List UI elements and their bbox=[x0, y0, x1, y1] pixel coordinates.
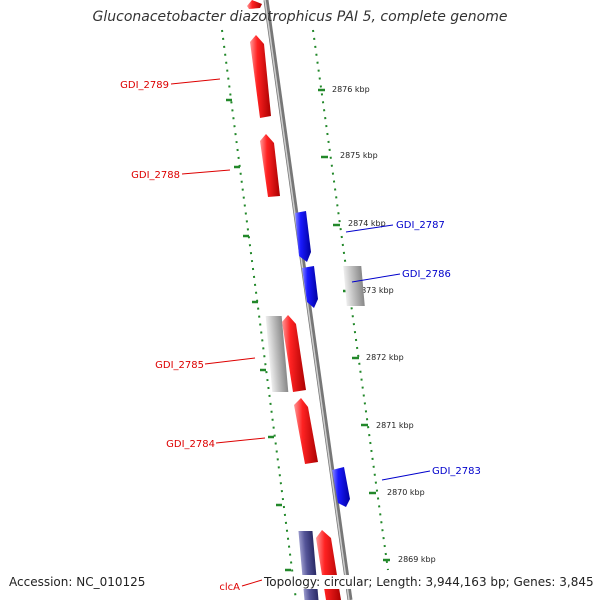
gene-label-gdi-2785[interactable]: GDI_2785 bbox=[155, 360, 204, 371]
tick-label: 2870 kbp bbox=[387, 488, 425, 497]
tick-label: 2876 kbp bbox=[332, 85, 370, 94]
callout-line-gdi-2785 bbox=[204, 357, 256, 365]
left-tick-ring bbox=[221, 29, 297, 600]
gene-label-gdi-2786[interactable]: GDI_2786 bbox=[402, 269, 451, 280]
tick-label: 2875 kbp bbox=[340, 151, 378, 160]
page-title: Gluconacetobacter diazotrophicus PAI 5, … bbox=[92, 9, 508, 25]
gene-arrow-gdi-2784[interactable] bbox=[294, 398, 318, 464]
gene-block-gray-upper[interactable] bbox=[343, 266, 365, 306]
callout-line-gdi-2783 bbox=[381, 470, 431, 481]
callout-line-gdi-2787 bbox=[345, 224, 394, 233]
gene-label-clca[interactable]: clcA bbox=[219, 582, 240, 593]
major-ticks bbox=[226, 88, 390, 572]
gene-arrow-top[interactable] bbox=[247, 0, 262, 9]
gene-arrow-gdi-2789[interactable] bbox=[250, 35, 271, 118]
accession-text: Accession: NC_010125 bbox=[9, 575, 146, 589]
gene-label-gdi-2784[interactable]: GDI_2784 bbox=[166, 439, 215, 450]
gene-label-gdi-2788[interactable]: GDI_2788 bbox=[131, 170, 180, 181]
callout-line-gdi-2786 bbox=[351, 273, 401, 283]
gene-arrow-gdi-2788[interactable] bbox=[260, 134, 280, 197]
tick-label: 2874 kbp bbox=[348, 219, 386, 228]
gene-label-gdi-2789[interactable]: GDI_2789 bbox=[120, 80, 169, 91]
topology-text: Topology: circular; Length: 3,944,163 bp… bbox=[262, 575, 596, 589]
callout-line-gdi-2789 bbox=[170, 78, 221, 85]
tick-label: 2872 kbp bbox=[366, 353, 404, 362]
callout-line-clca bbox=[241, 579, 263, 587]
tick-label: 2873 kbp bbox=[356, 286, 394, 295]
gene-arrow-gdi-2783[interactable] bbox=[332, 467, 350, 507]
tick-label: 2869 kbp bbox=[398, 555, 436, 564]
tick-label: 2871 kbp bbox=[376, 421, 414, 430]
gene-arrow-clca[interactable] bbox=[316, 530, 341, 600]
gene-arrow-gdi-2786[interactable] bbox=[302, 266, 318, 308]
gene-block-gray-mid[interactable] bbox=[265, 316, 289, 392]
gene-arrow-gdi-2785[interactable] bbox=[282, 315, 306, 392]
callout-line-gdi-2788 bbox=[181, 169, 231, 175]
callout-line-gdi-2784 bbox=[215, 437, 266, 444]
gene-label-gdi-2783[interactable]: GDI_2783 bbox=[432, 466, 481, 477]
gene-block-dark-blue[interactable] bbox=[298, 531, 319, 600]
gene-label-gdi-2787[interactable]: GDI_2787 bbox=[396, 220, 445, 231]
gene-arrow-gdi-2787[interactable] bbox=[295, 211, 311, 262]
gene-callouts bbox=[170, 78, 431, 587]
